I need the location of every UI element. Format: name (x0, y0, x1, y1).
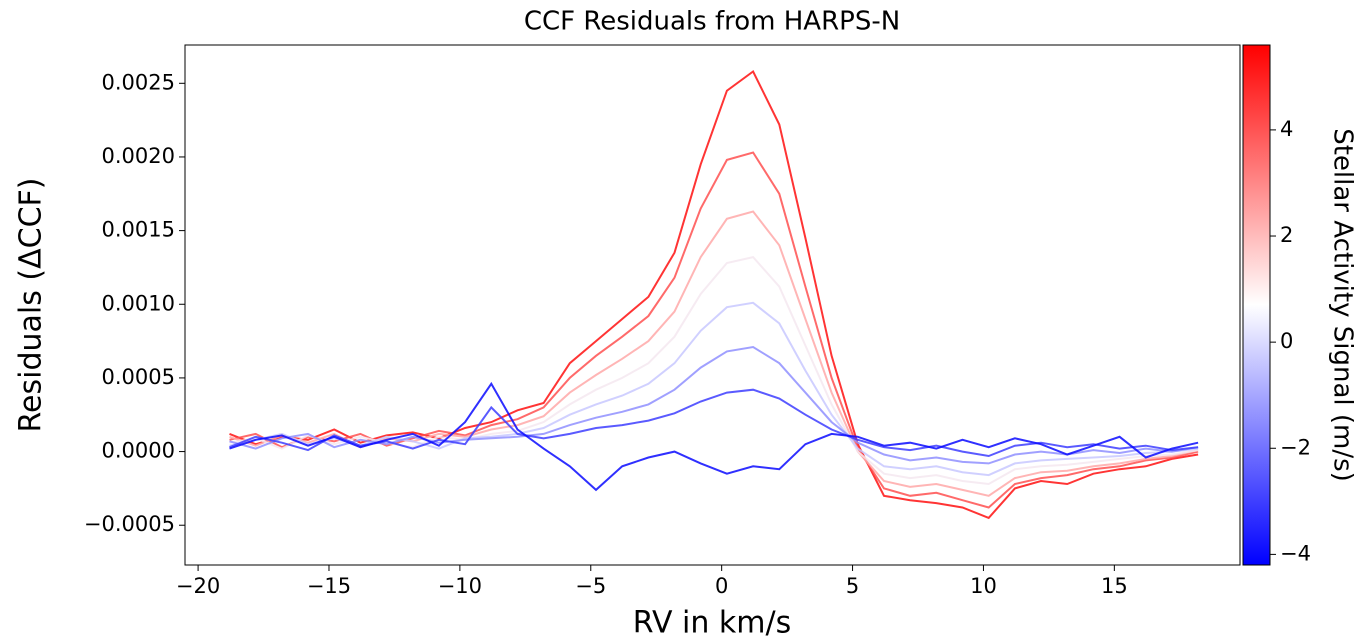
chart-title: CCF Residuals from HARPS-N (524, 7, 900, 37)
y-axis-label: Residuals (ΔCCF) (14, 178, 49, 433)
series-line (229, 388, 1199, 458)
x-tick-label: 0 (715, 574, 728, 598)
y-tick-label: 0.0005 (102, 365, 175, 389)
colorbar-tick-label: −4 (1280, 541, 1311, 565)
colorbar-tick-label: −2 (1280, 435, 1311, 459)
colorbar-tick-label: 2 (1280, 223, 1293, 247)
series-line (229, 345, 1199, 465)
plot-frame (184, 44, 1241, 566)
colorbar-label: Stellar Activity Signal (m/s) (1328, 128, 1358, 482)
colorbar (1242, 44, 1271, 566)
x-tick-label: 5 (846, 574, 859, 598)
lines (229, 69, 1199, 520)
y-tick-label: 0.0000 (102, 439, 175, 463)
y-tick-label: 0.0020 (102, 144, 175, 168)
colorbar-tick-label: 0 (1280, 329, 1293, 353)
colorbar-tick-label: 4 (1280, 117, 1293, 141)
x-tick-label: −10 (438, 574, 482, 598)
x-tick-label: 10 (970, 574, 997, 598)
y-tick-label: 0.0010 (102, 291, 175, 315)
y-tick-label: −0.0005 (84, 512, 175, 536)
series-line (229, 301, 1199, 477)
x-tick-label: −15 (307, 574, 351, 598)
x-tick-label: −5 (575, 574, 606, 598)
x-tick-label: −20 (176, 574, 220, 598)
series-line (229, 151, 1199, 509)
y-tick-label: 0.0015 (102, 218, 175, 242)
series-line (229, 69, 1199, 520)
x-axis-label: RV in km/s (633, 606, 791, 641)
y-tick-label: 0.0025 (102, 70, 175, 94)
series-line (229, 255, 1199, 486)
x-tick-label: 15 (1101, 574, 1128, 598)
series-line (229, 381, 1199, 492)
